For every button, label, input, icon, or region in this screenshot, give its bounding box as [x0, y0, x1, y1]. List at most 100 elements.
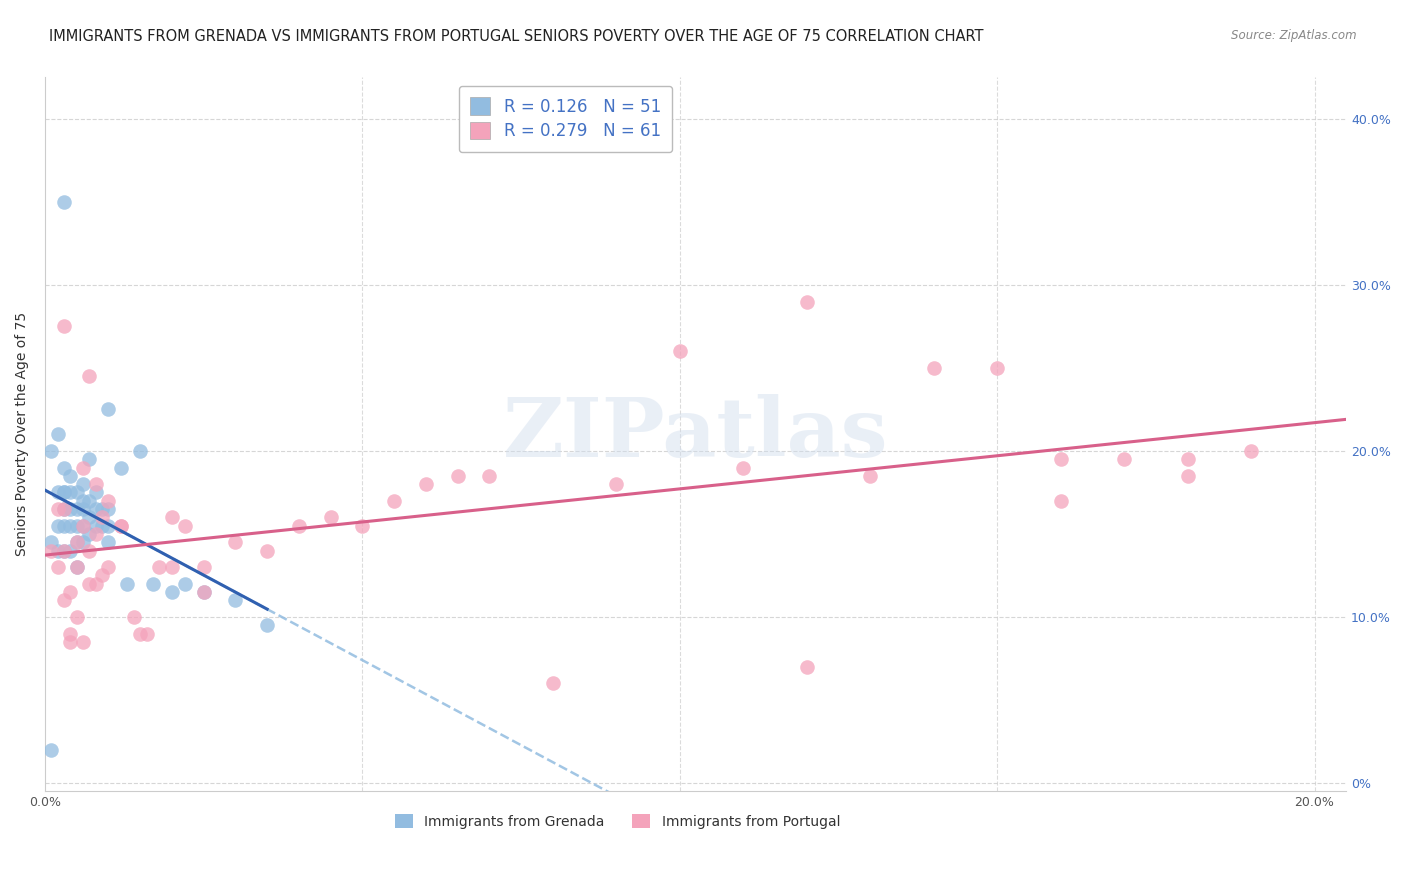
Point — [91, 518, 114, 533]
Point — [122, 610, 145, 624]
Point — [79, 543, 101, 558]
Point — [72, 518, 94, 533]
Point — [110, 460, 132, 475]
Point — [148, 560, 170, 574]
Point — [605, 477, 627, 491]
Point — [72, 477, 94, 491]
Point — [91, 502, 114, 516]
Point — [53, 593, 76, 607]
Point — [46, 485, 69, 500]
Point — [84, 485, 107, 500]
Point — [66, 535, 89, 549]
Y-axis label: Seniors Poverty Over the Age of 75: Seniors Poverty Over the Age of 75 — [15, 312, 30, 557]
Point — [46, 502, 69, 516]
Point — [66, 560, 89, 574]
Point — [72, 460, 94, 475]
Point — [352, 518, 374, 533]
Point — [859, 468, 882, 483]
Point — [160, 560, 183, 574]
Point — [478, 468, 501, 483]
Point — [66, 535, 89, 549]
Point — [66, 560, 89, 574]
Point — [142, 576, 165, 591]
Point — [46, 427, 69, 442]
Point — [79, 527, 101, 541]
Point — [53, 543, 76, 558]
Point — [53, 460, 76, 475]
Point — [1049, 493, 1071, 508]
Point — [1112, 452, 1135, 467]
Point — [72, 535, 94, 549]
Point — [59, 626, 82, 640]
Point — [72, 518, 94, 533]
Point — [110, 518, 132, 533]
Point — [41, 743, 63, 757]
Point — [53, 319, 76, 334]
Point — [46, 543, 69, 558]
Point — [733, 460, 755, 475]
Point — [288, 518, 311, 533]
Point — [173, 576, 195, 591]
Point — [59, 585, 82, 599]
Point — [59, 543, 82, 558]
Point — [59, 468, 82, 483]
Point — [79, 452, 101, 467]
Text: Source: ZipAtlas.com: Source: ZipAtlas.com — [1232, 29, 1357, 42]
Point — [79, 369, 101, 384]
Point — [135, 626, 157, 640]
Point — [541, 676, 564, 690]
Point — [319, 510, 342, 524]
Point — [97, 493, 120, 508]
Legend: Immigrants from Grenada, Immigrants from Portugal: Immigrants from Grenada, Immigrants from… — [389, 808, 845, 834]
Point — [224, 535, 246, 549]
Point — [922, 361, 945, 376]
Point — [53, 194, 76, 209]
Point — [1177, 468, 1199, 483]
Point — [41, 543, 63, 558]
Point — [1049, 452, 1071, 467]
Point — [256, 543, 278, 558]
Point — [173, 518, 195, 533]
Point — [53, 518, 76, 533]
Point — [84, 527, 107, 541]
Point — [66, 518, 89, 533]
Point — [59, 485, 82, 500]
Point — [79, 510, 101, 524]
Point — [79, 493, 101, 508]
Point — [84, 502, 107, 516]
Point — [256, 618, 278, 632]
Point — [59, 518, 82, 533]
Point — [224, 593, 246, 607]
Point — [66, 502, 89, 516]
Point — [160, 510, 183, 524]
Point — [46, 518, 69, 533]
Point — [1177, 452, 1199, 467]
Point — [796, 659, 818, 673]
Point — [84, 477, 107, 491]
Point — [41, 535, 63, 549]
Point — [97, 502, 120, 516]
Point — [91, 568, 114, 582]
Point — [117, 576, 139, 591]
Point — [193, 585, 215, 599]
Point — [53, 502, 76, 516]
Point — [72, 635, 94, 649]
Point — [97, 560, 120, 574]
Point — [129, 626, 152, 640]
Point — [97, 518, 120, 533]
Point — [53, 485, 76, 500]
Point — [986, 361, 1008, 376]
Point — [84, 518, 107, 533]
Point — [1240, 444, 1263, 458]
Text: ZIPatlas: ZIPatlas — [503, 394, 889, 475]
Point — [59, 635, 82, 649]
Point — [66, 485, 89, 500]
Point — [79, 576, 101, 591]
Point — [382, 493, 405, 508]
Point — [53, 543, 76, 558]
Point — [129, 444, 152, 458]
Point — [110, 518, 132, 533]
Point — [668, 344, 690, 359]
Point — [72, 502, 94, 516]
Point — [46, 560, 69, 574]
